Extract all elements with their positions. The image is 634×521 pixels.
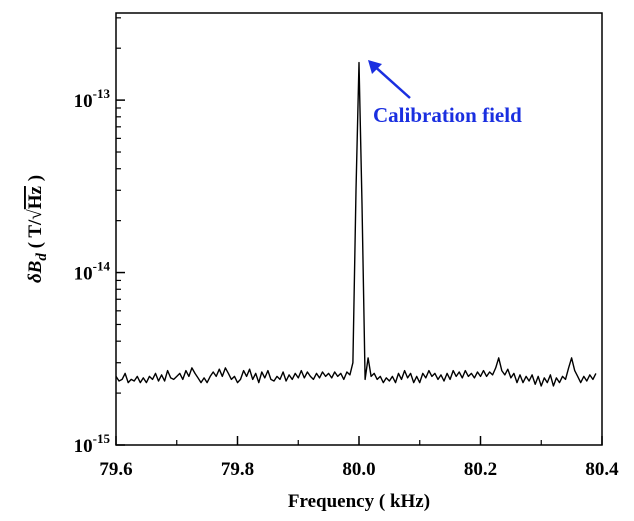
y-label-unit-hz: Hz <box>25 185 46 209</box>
annotation-arrowhead <box>368 60 382 74</box>
y-axis: 10-15 10-14 10-13 <box>74 17 125 457</box>
x-tick-label: 80.2 <box>464 459 497 480</box>
y-label-var: B <box>25 261 46 275</box>
y-label-sub: d <box>34 253 50 261</box>
annotation-label: Calibration field <box>373 103 522 127</box>
x-axis: 79.6 79.8 80.0 80.2 80.4 <box>99 436 619 480</box>
svg-text:δBd ( T/√Hz ): δBd ( T/√Hz ) <box>25 175 50 283</box>
y-label-unit-close: ) <box>25 175 46 186</box>
x-axis-title: Frequency ( kHz) <box>288 491 430 512</box>
y-tick-label: 10-15 <box>74 431 111 457</box>
x-tick-label: 80.4 <box>585 459 619 480</box>
y-label-unit-open: ( T/ <box>25 219 46 253</box>
annotation-arrow <box>371 63 411 99</box>
y-label-sqrt: √ <box>25 209 46 220</box>
x-tick-label: 80.0 <box>342 459 375 480</box>
x-tick-label: 79.8 <box>221 459 254 480</box>
y-tick-label: 10-13 <box>74 86 111 112</box>
series-line <box>115 61 597 387</box>
y-label-symbol: δ <box>25 273 46 283</box>
y-tick-label: 10-14 <box>74 259 111 285</box>
x-tick-label: 79.6 <box>99 459 132 480</box>
annotation: Calibration field <box>368 60 522 127</box>
y-axis-title: δBd ( T/√Hz ) <box>25 175 50 283</box>
